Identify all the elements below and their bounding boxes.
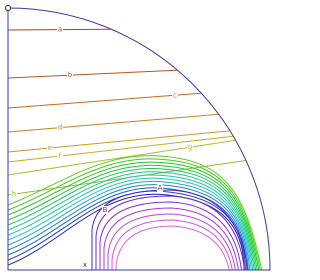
contour-line	[8, 87, 270, 109]
contour-line	[111, 219, 234, 270]
contour-label: g	[188, 143, 192, 151]
contour-label: c	[173, 91, 177, 99]
contour-line	[8, 187, 248, 270]
contour-line	[91, 189, 249, 270]
contour-label: h	[12, 190, 16, 198]
label-bg	[11, 190, 17, 199]
contour-line	[8, 193, 245, 270]
contour-line	[8, 174, 254, 270]
label-bg	[67, 71, 73, 80]
contour-label: f	[59, 152, 62, 160]
contour-plot: x a b c d ef g h A B	[5, 5, 271, 271]
label-bg	[47, 143, 53, 152]
contour-label: b	[68, 71, 73, 79]
origin-marker	[5, 5, 11, 11]
contour-line	[8, 155, 263, 270]
contour-line	[115, 225, 231, 270]
contour-line	[8, 158, 261, 270]
contour-label: A	[158, 184, 163, 192]
contour-line	[8, 161, 260, 270]
label-bg	[102, 206, 108, 214]
contour-label: e	[48, 144, 52, 152]
contour-line	[103, 207, 240, 270]
domain-boundary	[7, 7, 271, 271]
contour-line	[8, 27, 270, 31]
label-bg	[157, 184, 163, 192]
point-marker: x	[83, 261, 87, 269]
contour-line	[8, 177, 252, 270]
contour-line	[99, 201, 243, 270]
contour-line	[8, 109, 270, 133]
contour-line	[8, 131, 270, 163]
contour-line	[8, 181, 251, 270]
contour-line	[8, 164, 258, 270]
contour-line	[95, 195, 246, 270]
contour-line	[8, 171, 255, 270]
contour-line	[107, 213, 237, 270]
contour-line	[8, 168, 257, 270]
contour-labels: a b c d ef g h A B	[11, 25, 193, 214]
label-bg	[57, 152, 63, 161]
label-bg	[172, 91, 178, 100]
label-bg	[57, 25, 63, 34]
contour-line	[8, 134, 270, 176]
label-bg	[57, 123, 63, 132]
contour-label: a	[58, 26, 62, 34]
contour-line	[8, 65, 270, 79]
contour-label: B	[103, 206, 108, 214]
contour-label: d	[58, 124, 62, 132]
label-bg	[187, 143, 193, 152]
